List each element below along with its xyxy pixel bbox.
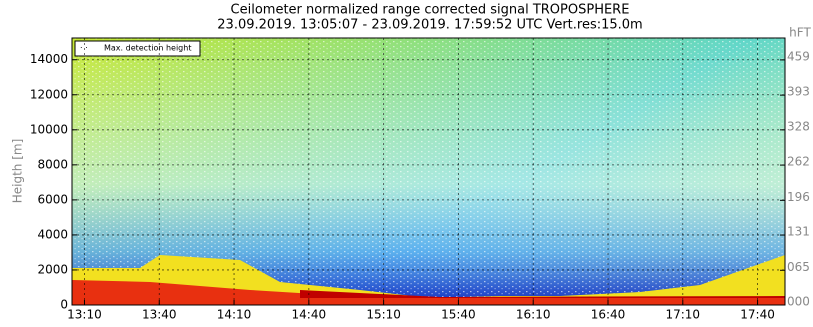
y-tick-label: 12000: [30, 87, 68, 101]
x-tick-label: 13:40: [142, 308, 177, 322]
y-tick-label: 2000: [37, 262, 68, 276]
x-tick-label: 14:40: [292, 308, 327, 322]
y2-tick-label: 328: [787, 119, 810, 133]
y2-tick-label: 393: [787, 85, 810, 99]
y-tick-label: 8000: [37, 157, 68, 171]
x-tick-label: 15:10: [366, 308, 401, 322]
legend-box: [74, 40, 201, 57]
x-tick-label: 16:10: [516, 308, 551, 322]
chart-title: Ceilometer normalized range corrected si…: [231, 3, 630, 18]
y-tick-label: 6000: [37, 192, 68, 206]
y-tick-label: 10000: [30, 122, 68, 136]
y2-tick-label: 065: [787, 260, 810, 274]
signal-image: [72, 38, 785, 305]
x-tick-label: 15:40: [441, 308, 476, 322]
y2-tick-label: 196: [787, 190, 810, 204]
y2-tick-label: 000: [787, 295, 810, 309]
y-tick-label: 4000: [37, 227, 68, 241]
x-tick-label: 13:10: [67, 308, 102, 322]
chart-subtitle: 23.09.2019. 13:05:07 - 23.09.2019. 17:59…: [217, 18, 642, 33]
x-tick-label: 14:10: [217, 308, 252, 322]
x-tick-label: 17:10: [665, 308, 700, 322]
y2-tick-label: 459: [787, 49, 810, 63]
legend-label: Max. detection height: [104, 44, 191, 53]
y2-axis-label: hFT: [789, 26, 811, 40]
legend: · · Max. detection height: [74, 40, 201, 57]
y2-tick-label: 262: [787, 155, 810, 169]
y-axis-label: Heigth [m]: [11, 139, 25, 204]
x-tick-label: 17:40: [740, 308, 775, 322]
y2-tick-label: 131: [787, 225, 810, 239]
legend-symbol: · ·: [80, 44, 88, 53]
y-tick-label: 0: [60, 298, 68, 312]
y-tick-label: 14000: [30, 52, 68, 66]
x-tick-label: 16:40: [591, 308, 626, 322]
